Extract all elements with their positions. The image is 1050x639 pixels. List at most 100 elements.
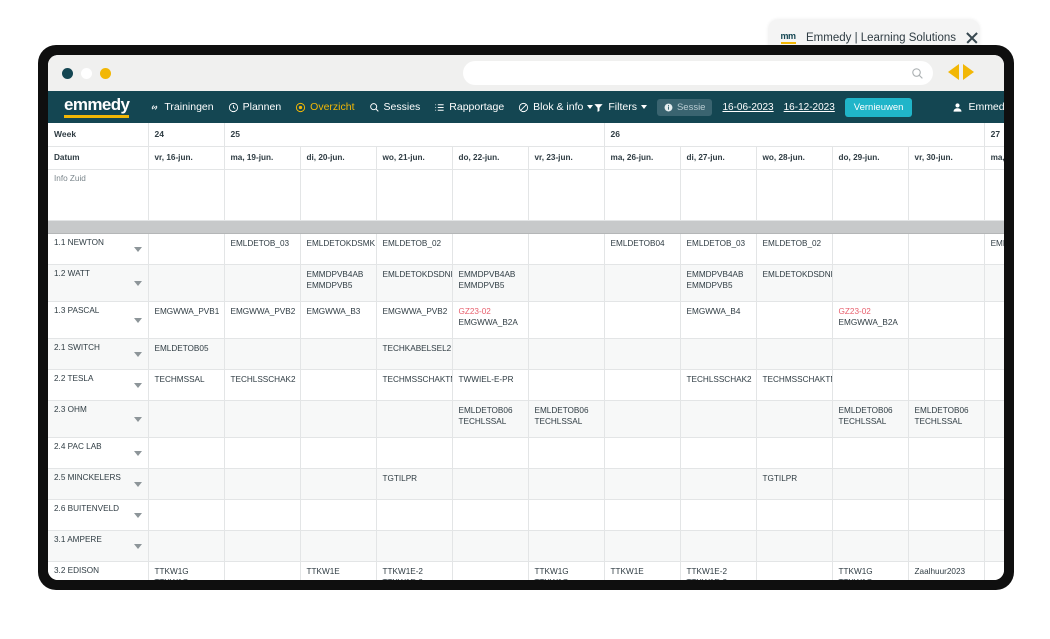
schedule-cell[interactable] (908, 369, 985, 401)
schedule-entry[interactable]: EMGWWA_B3 (306, 306, 361, 316)
schedule-cell[interactable] (376, 437, 453, 469)
schedule-cell[interactable] (756, 301, 833, 339)
schedule-cell[interactable] (223, 437, 301, 469)
schedule-cell[interactable] (148, 437, 225, 469)
schedule-cell[interactable]: TTKW1E-2TTKW1E-2 (376, 561, 453, 580)
schedule-cell[interactable]: EMLDETOB04 (603, 233, 681, 265)
schedule-cell[interactable] (223, 499, 301, 531)
schedule-cell[interactable]: EMMDPVB4AB EMMDPVB5 (452, 264, 529, 302)
schedule-entry[interactable]: TTKW1G (155, 577, 218, 580)
schedule-cell[interactable] (983, 468, 1004, 500)
row-label-cell[interactable]: 2.5 MINCKELERS (48, 468, 149, 500)
info-cell[interactable] (832, 169, 909, 221)
schedule-cell[interactable] (223, 338, 301, 370)
schedule-entry[interactable]: EMMDPVB5 (686, 281, 733, 290)
schedule-cell[interactable] (223, 561, 301, 580)
row-label-cell[interactable]: 1.1 NEWTON (48, 233, 149, 265)
info-cell[interactable] (908, 169, 985, 221)
schedule-entry[interactable]: EMLDETOKDVRK (990, 238, 1004, 248)
schedule-cell[interactable] (300, 400, 377, 438)
schedule-cell[interactable] (452, 561, 529, 580)
schedule-cell[interactable] (603, 400, 681, 438)
schedule-cell[interactable] (148, 264, 225, 302)
info-cell[interactable] (680, 169, 757, 221)
info-cell[interactable] (376, 169, 453, 221)
row-label-cell[interactable]: 3.2 EDISON (48, 561, 149, 580)
chevron-down-icon[interactable] (133, 543, 142, 549)
schedule-cell[interactable] (528, 499, 605, 531)
schedule-cell[interactable]: EMLDETOB06 TECHLSSAL (832, 400, 909, 438)
schedule-cell[interactable] (983, 400, 1004, 438)
nav-item-trainingen[interactable]: Trainingen (149, 101, 214, 113)
schedule-cell[interactable]: TTKW1E (603, 561, 681, 580)
schedule-cell[interactable]: EMLDETOKDVRK (983, 233, 1004, 265)
window-close-dot[interactable] (62, 67, 73, 79)
schedule-entry[interactable]: TTKW1G (839, 577, 902, 580)
schedule-cell[interactable]: TGTILPR (756, 468, 833, 500)
schedule-entry[interactable]: TTKW1E (610, 566, 644, 576)
schedule-cell[interactable] (983, 499, 1004, 531)
schedule-entry[interactable]: EMMDPVB4AB (686, 269, 744, 279)
schedule-cell[interactable] (603, 338, 681, 370)
schedule-cell[interactable] (603, 369, 681, 401)
schedule-cell[interactable]: TECHKABELSEL2 (376, 338, 453, 370)
schedule-cell[interactable] (452, 338, 529, 370)
schedule-cell[interactable] (908, 530, 985, 562)
schedule-cell[interactable]: TECHMSSCHAKTMI (376, 369, 453, 401)
sessie-chip[interactable]: Sessie (656, 98, 713, 116)
filters-button[interactable]: Filters (593, 101, 647, 113)
schedule-entry[interactable]: EMGWWA_B2A (458, 318, 518, 327)
schedule-cell[interactable] (908, 264, 985, 302)
schedule-cell[interactable] (908, 468, 985, 500)
schedule-entry[interactable]: EMLDETOB06 (914, 405, 969, 415)
info-cell[interactable] (528, 169, 605, 221)
schedule-cell[interactable] (756, 437, 833, 469)
schedule-cell[interactable] (148, 468, 225, 500)
schedule-entry[interactable]: EMLDETOB06 (838, 405, 893, 415)
schedule-cell[interactable] (680, 437, 757, 469)
schedule-cell[interactable]: EMGWWA_B3 (300, 301, 377, 339)
schedule-cell[interactable] (908, 301, 985, 339)
schedule-cell[interactable] (452, 530, 529, 562)
schedule-entry[interactable]: TECHLSSAL (534, 417, 583, 426)
schedule-cell[interactable] (832, 499, 909, 531)
info-cell[interactable] (983, 169, 1004, 221)
schedule-cell[interactable] (603, 530, 681, 562)
schedule-cell[interactable] (223, 530, 301, 562)
schedule-cell[interactable]: TECHLSSCHAK2 (680, 369, 757, 401)
schedule-entry[interactable]: EMLDETOB05 (154, 343, 209, 353)
schedule-cell[interactable]: EMLDETOB_02 (756, 233, 833, 265)
schedule-cell[interactable]: EMGWWA_B4 (680, 301, 757, 339)
schedule-cell[interactable]: EMLDETOKDSDNK (376, 264, 453, 302)
address-bar[interactable] (463, 61, 933, 85)
schedule-entry[interactable]: TTKW1E-2 (382, 566, 424, 576)
schedule-cell[interactable]: EMLDETOB05 (148, 338, 225, 370)
schedule-cell[interactable] (223, 400, 301, 438)
schedule-cell[interactable] (300, 499, 377, 531)
schedule-entry[interactable]: EMLDETOB_03 (686, 238, 746, 248)
schedule-entry[interactable]: EMLDETOB06 (458, 405, 513, 415)
schedule-cell[interactable] (908, 233, 985, 265)
schedule-cell[interactable] (832, 468, 909, 500)
schedule-entry[interactable]: TTKW1G (534, 566, 569, 576)
schedule-cell[interactable]: TWWIEL-E-PR (452, 369, 529, 401)
schedule-entry[interactable]: TTKW1E-2 (383, 577, 446, 580)
schedule-cell[interactable] (832, 530, 909, 562)
schedule-cell[interactable] (983, 437, 1004, 469)
schedule-cell[interactable] (300, 338, 377, 370)
schedule-cell[interactable] (983, 301, 1004, 339)
schedule-cell[interactable] (983, 369, 1004, 401)
schedule-entry[interactable]: TECHLSSAL (458, 417, 507, 426)
info-cell[interactable] (603, 169, 681, 221)
schedule-entry[interactable]: EMGWWA_PVB2 (382, 306, 448, 316)
schedule-entry[interactable]: TECHMSSCHAKTMI (762, 374, 833, 384)
schedule-cell[interactable]: EMGWWA_PVB2 (376, 301, 453, 339)
schedule-cell[interactable]: TGTILPR (376, 468, 453, 500)
row-label-cell[interactable]: 2.6 BUITENVELD (48, 499, 149, 531)
schedule-cell[interactable]: EMMDPVB4AB EMMDPVB5 (680, 264, 757, 302)
schedule-cell[interactable] (680, 530, 757, 562)
schedule-entry[interactable]: Zaalhuur2023 (914, 566, 966, 576)
row-label-cell[interactable]: 3.1 AMPERE (48, 530, 149, 562)
schedule-entry[interactable]: EMMDPVB4AB (458, 269, 516, 279)
schedule-cell[interactable] (603, 499, 681, 531)
